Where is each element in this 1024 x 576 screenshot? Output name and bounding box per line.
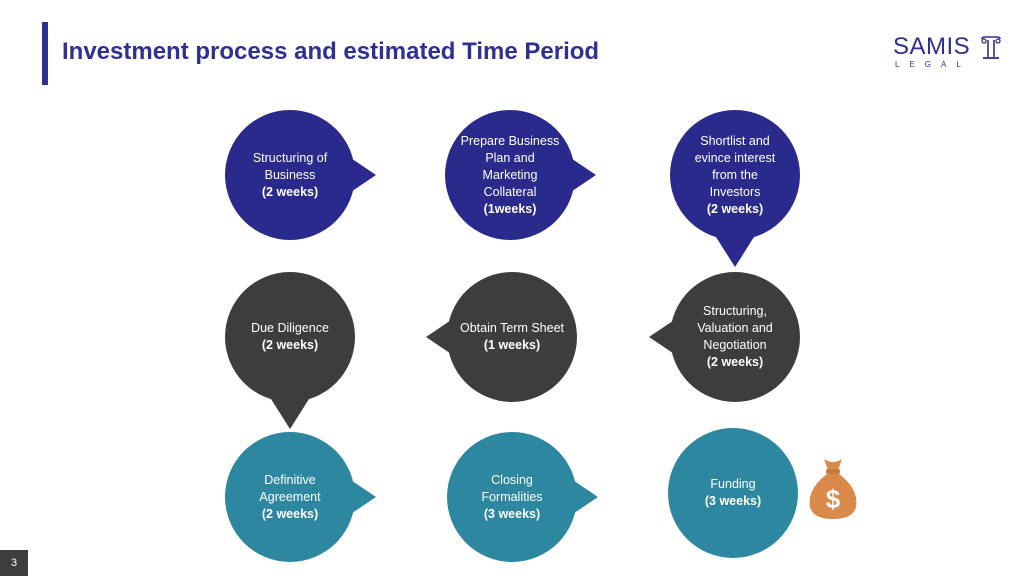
logo-wordmark: SAMIS: [893, 33, 971, 60]
step-text: Due Diligence (2 weeks): [235, 272, 345, 402]
step-duration: (1weeks): [483, 201, 537, 216]
step-text: Structuring, Valuation and Negotiation (…: [680, 272, 790, 402]
title-accent-bar: [42, 22, 48, 85]
step-duration: (3 weeks): [704, 494, 762, 508]
step-funding: Funding (3 weeks): [668, 428, 798, 558]
step-obtain-term-sheet: Obtain Term Sheet (1 weeks): [426, 272, 577, 402]
step-duration: (3 weeks): [483, 506, 541, 521]
step-circle: [225, 272, 355, 402]
step-duration: (2 weeks): [706, 201, 764, 216]
step-line: Formalities: [481, 489, 543, 504]
step-line: Structuring of: [252, 150, 328, 165]
step-text: Structuring of Business (2 weeks): [235, 110, 345, 240]
step-line: Collateral: [483, 184, 537, 199]
step-line: Prepare Business: [460, 133, 560, 148]
dollar-sign: $: [826, 484, 841, 514]
money-bag-icon: $: [809, 459, 857, 519]
pillar-icon: [981, 36, 1001, 59]
step-line: Valuation and: [697, 321, 773, 335]
step-structuring-valuation: Structuring, Valuation and Negotiation (…: [649, 272, 800, 402]
step-line: Investors: [709, 184, 761, 199]
step-circle: [668, 428, 798, 558]
step-circle: [225, 432, 355, 562]
step-text: Funding (3 weeks): [678, 428, 788, 558]
step-line: Marketing: [482, 167, 538, 182]
step-circle: [445, 110, 575, 240]
company-logo: SAMIS LEGAL: [893, 33, 1005, 69]
step-text: Closing Formalities (3 weeks): [457, 432, 567, 562]
step-line: Due Diligence: [251, 321, 329, 335]
step-duration: (1 weeks): [483, 338, 541, 352]
step-structuring-business: Structuring of Business (2 weeks): [225, 110, 376, 240]
step-duration: (2 weeks): [706, 355, 764, 369]
page-title: Investment process and estimated Time Pe…: [62, 38, 600, 65]
step-definitive-agreement: Definitive Agreement (2 weeks): [225, 432, 376, 562]
step-line: Agreement: [259, 489, 321, 504]
step-duration: (2 weeks): [261, 506, 319, 521]
step-line: Plan and: [485, 150, 535, 165]
page-number: 3: [0, 550, 28, 576]
step-shortlist-investors: Shortlist and evince interest from the I…: [670, 110, 800, 267]
step-line: Business: [264, 167, 316, 182]
step-text: Prepare Business Plan and Marketing Coll…: [455, 110, 565, 240]
step-circle: [225, 110, 355, 240]
step-text: Obtain Term Sheet (1 weeks): [457, 272, 567, 402]
step-circle: [447, 272, 577, 402]
step-line: Negotiation: [703, 338, 767, 352]
step-text: Shortlist and evince interest from the I…: [680, 110, 790, 240]
step-circle: [670, 110, 800, 240]
step-line: Definitive: [264, 472, 316, 487]
step-circle: [447, 432, 577, 562]
step-prepare-business-plan: Prepare Business Plan and Marketing Coll…: [445, 110, 596, 240]
step-due-diligence: Due Diligence (2 weeks): [225, 272, 355, 429]
step-closing-formalities: Closing Formalities (3 weeks): [447, 432, 598, 562]
step-line: Closing: [491, 472, 533, 487]
step-duration: (2 weeks): [261, 184, 319, 199]
step-text: Definitive Agreement (2 weeks): [235, 432, 345, 562]
step-line: Shortlist and: [700, 133, 770, 148]
step-line: from the: [712, 167, 758, 182]
step-line: Obtain Term Sheet: [460, 321, 564, 335]
step-duration: (2 weeks): [261, 338, 319, 352]
step-line: Structuring,: [703, 304, 767, 318]
step-line: evince interest: [694, 150, 776, 165]
step-line: Funding: [710, 477, 756, 491]
logo-subtitle: LEGAL: [895, 60, 971, 69]
step-circle: [670, 272, 800, 402]
